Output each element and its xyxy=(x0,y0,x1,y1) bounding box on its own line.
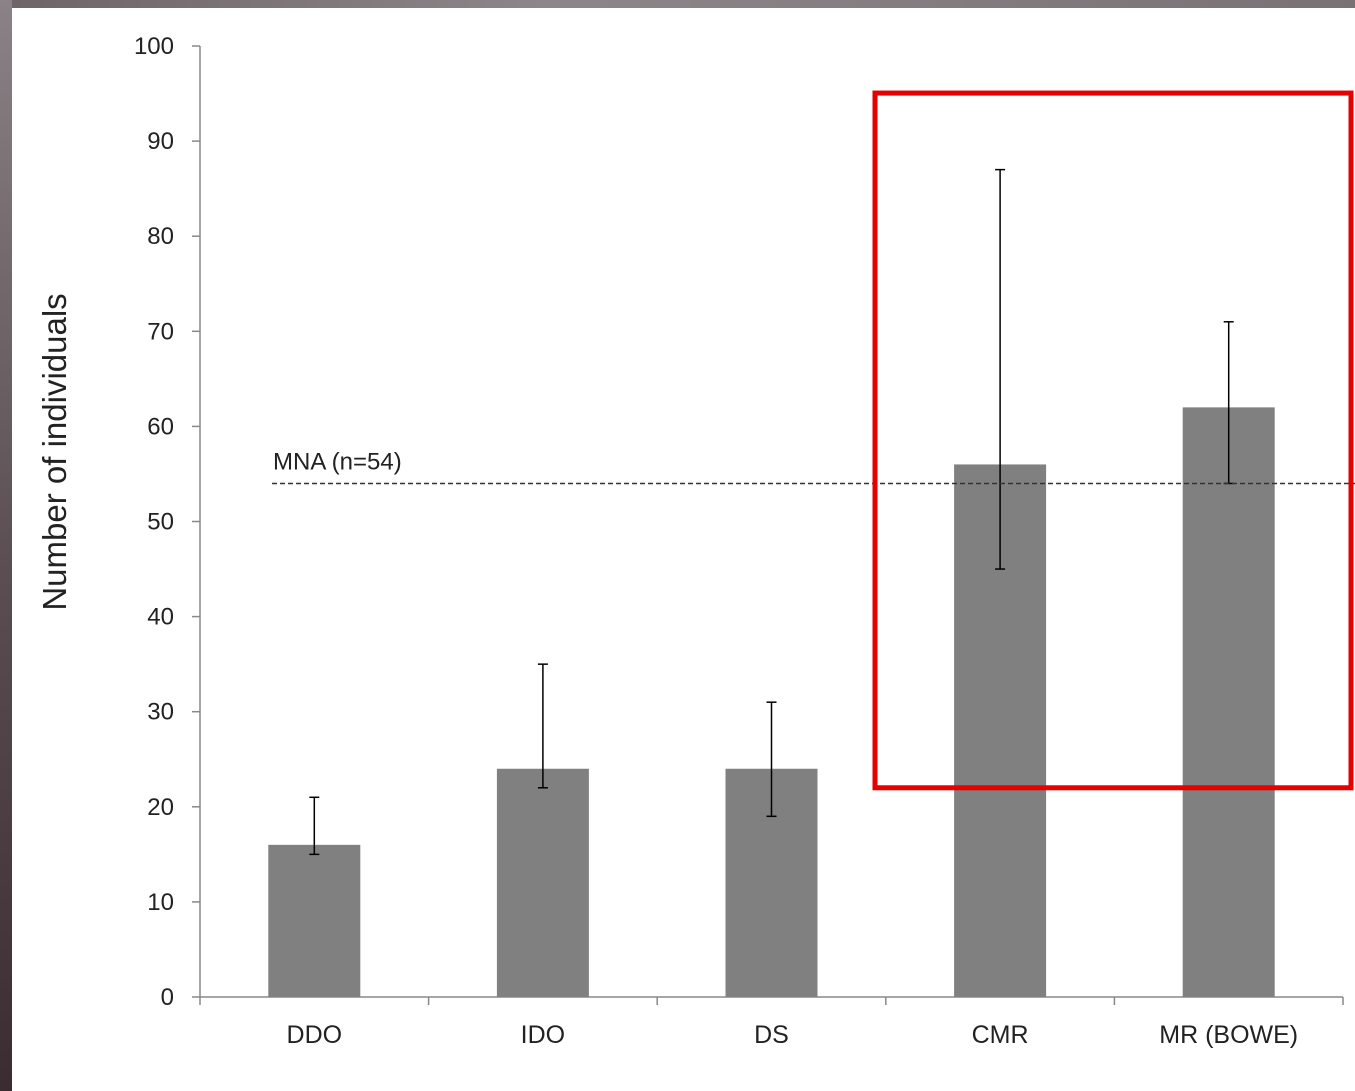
x-tick-label: IDO xyxy=(521,1021,565,1049)
reference-line-label: MNA (n=54) xyxy=(273,448,402,475)
bar xyxy=(268,844,361,997)
error-bar xyxy=(309,796,320,856)
bar xyxy=(496,768,589,997)
x-tick-label: DDO xyxy=(287,1021,343,1049)
y-axis-label: Number of individuals xyxy=(36,293,73,610)
y-tick-label: 0 xyxy=(161,984,174,1011)
x-tick-label: CMR xyxy=(972,1021,1029,1049)
window-frame-left xyxy=(0,0,12,1091)
y-tick-label: 80 xyxy=(147,223,174,250)
y-tick-label: 10 xyxy=(147,889,174,916)
y-tick-label: 30 xyxy=(147,699,174,726)
window-frame-top xyxy=(0,0,1355,8)
error-bar xyxy=(995,168,1006,570)
x-tick-label: MR (BOWE) xyxy=(1159,1021,1298,1049)
bars xyxy=(268,407,1275,997)
x-tick-label: DS xyxy=(754,1021,789,1049)
error-bar xyxy=(537,663,548,789)
y-axis: 0 10 20 30 40 50 60 70 80 90 100 xyxy=(134,33,201,1011)
bar xyxy=(1182,407,1275,997)
x-axis: DDO IDO DS CMR MR (BOWE) xyxy=(199,996,1344,1049)
highlight-box xyxy=(872,90,1354,791)
reference-line-group: MNA (n=54) xyxy=(272,448,1355,485)
y-tick-label: 40 xyxy=(147,604,174,631)
y-tick-label: 70 xyxy=(147,318,174,345)
error-bar xyxy=(766,701,777,818)
y-tick-label: 20 xyxy=(147,794,174,821)
error-bars xyxy=(309,168,1234,856)
y-tick-label: 60 xyxy=(147,413,174,440)
y-tick-label: 50 xyxy=(147,509,174,536)
y-tick-label: 100 xyxy=(134,33,174,60)
y-tick-label: 90 xyxy=(147,128,174,155)
